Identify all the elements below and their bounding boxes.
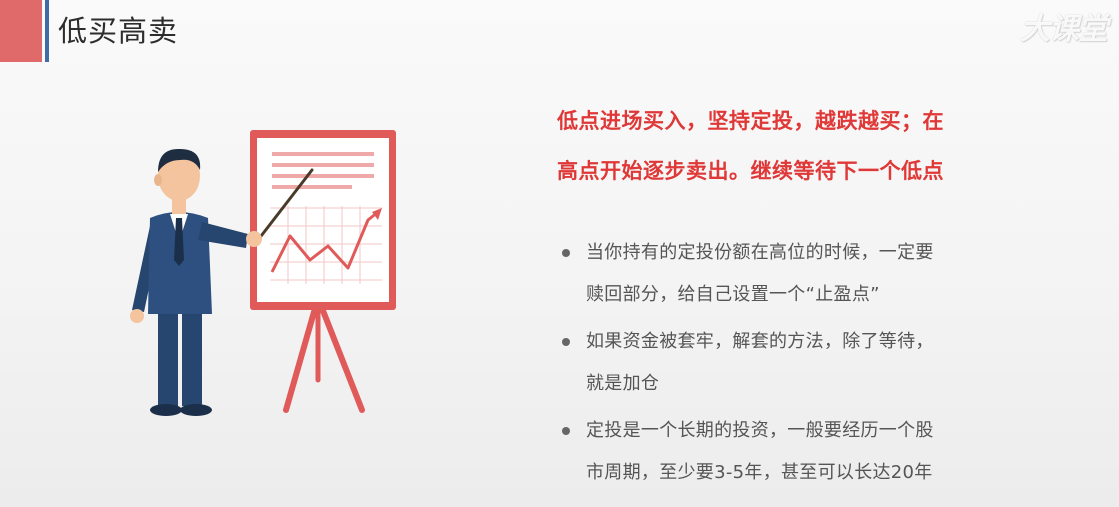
header-divider <box>45 0 49 62</box>
presenter-with-chart-board-icon <box>130 130 396 416</box>
bullet-line: 当你持有的定投份额在高位的时候，一定要 <box>586 242 934 263</box>
slide-title: 低买高卖 <box>58 14 179 48</box>
bullet-line: 市周期，至少要3-5年，甚至可以长达20年 <box>586 462 933 483</box>
watermark-logo: 大课堂 <box>1020 12 1108 47</box>
headline-line: 高点开始逐步卖出。继续等待下一个低点 <box>557 159 944 183</box>
bullet-dot-icon <box>562 427 570 435</box>
bullet-line: 就是加仓 <box>586 373 660 394</box>
headline: 低点进场买入，坚持定投，越跌越买；在 高点开始逐步卖出。继续等待下一个低点 <box>557 96 1012 196</box>
bullet-item: 定投是一个长期的投资，一般要经历一个股 市周期，至少要3-5年，甚至可以长达20… <box>560 410 1030 494</box>
header-accent-block <box>0 0 42 62</box>
headline-line: 低点进场买入，坚持定投，越跌越买；在 <box>557 109 944 133</box>
bullet-line: 如果资金被套牢，解套的方法，除了等待， <box>586 331 934 352</box>
bullet-line: 定投是一个长期的投资，一般要经历一个股 <box>586 420 934 441</box>
bullet-line: 赎回部分，给自己设置一个“止盈点” <box>586 284 880 305</box>
bullet-item: 如果资金被套牢，解套的方法，除了等待， 就是加仓 <box>560 321 1030 405</box>
bullet-dot-icon <box>562 249 570 257</box>
bullet-dot-icon <box>562 338 570 346</box>
bullet-item: 当你持有的定投份额在高位的时候，一定要 赎回部分，给自己设置一个“止盈点” <box>560 232 1030 316</box>
bullet-list: 当你持有的定投份额在高位的时候，一定要 赎回部分，给自己设置一个“止盈点” 如果… <box>560 232 1030 499</box>
